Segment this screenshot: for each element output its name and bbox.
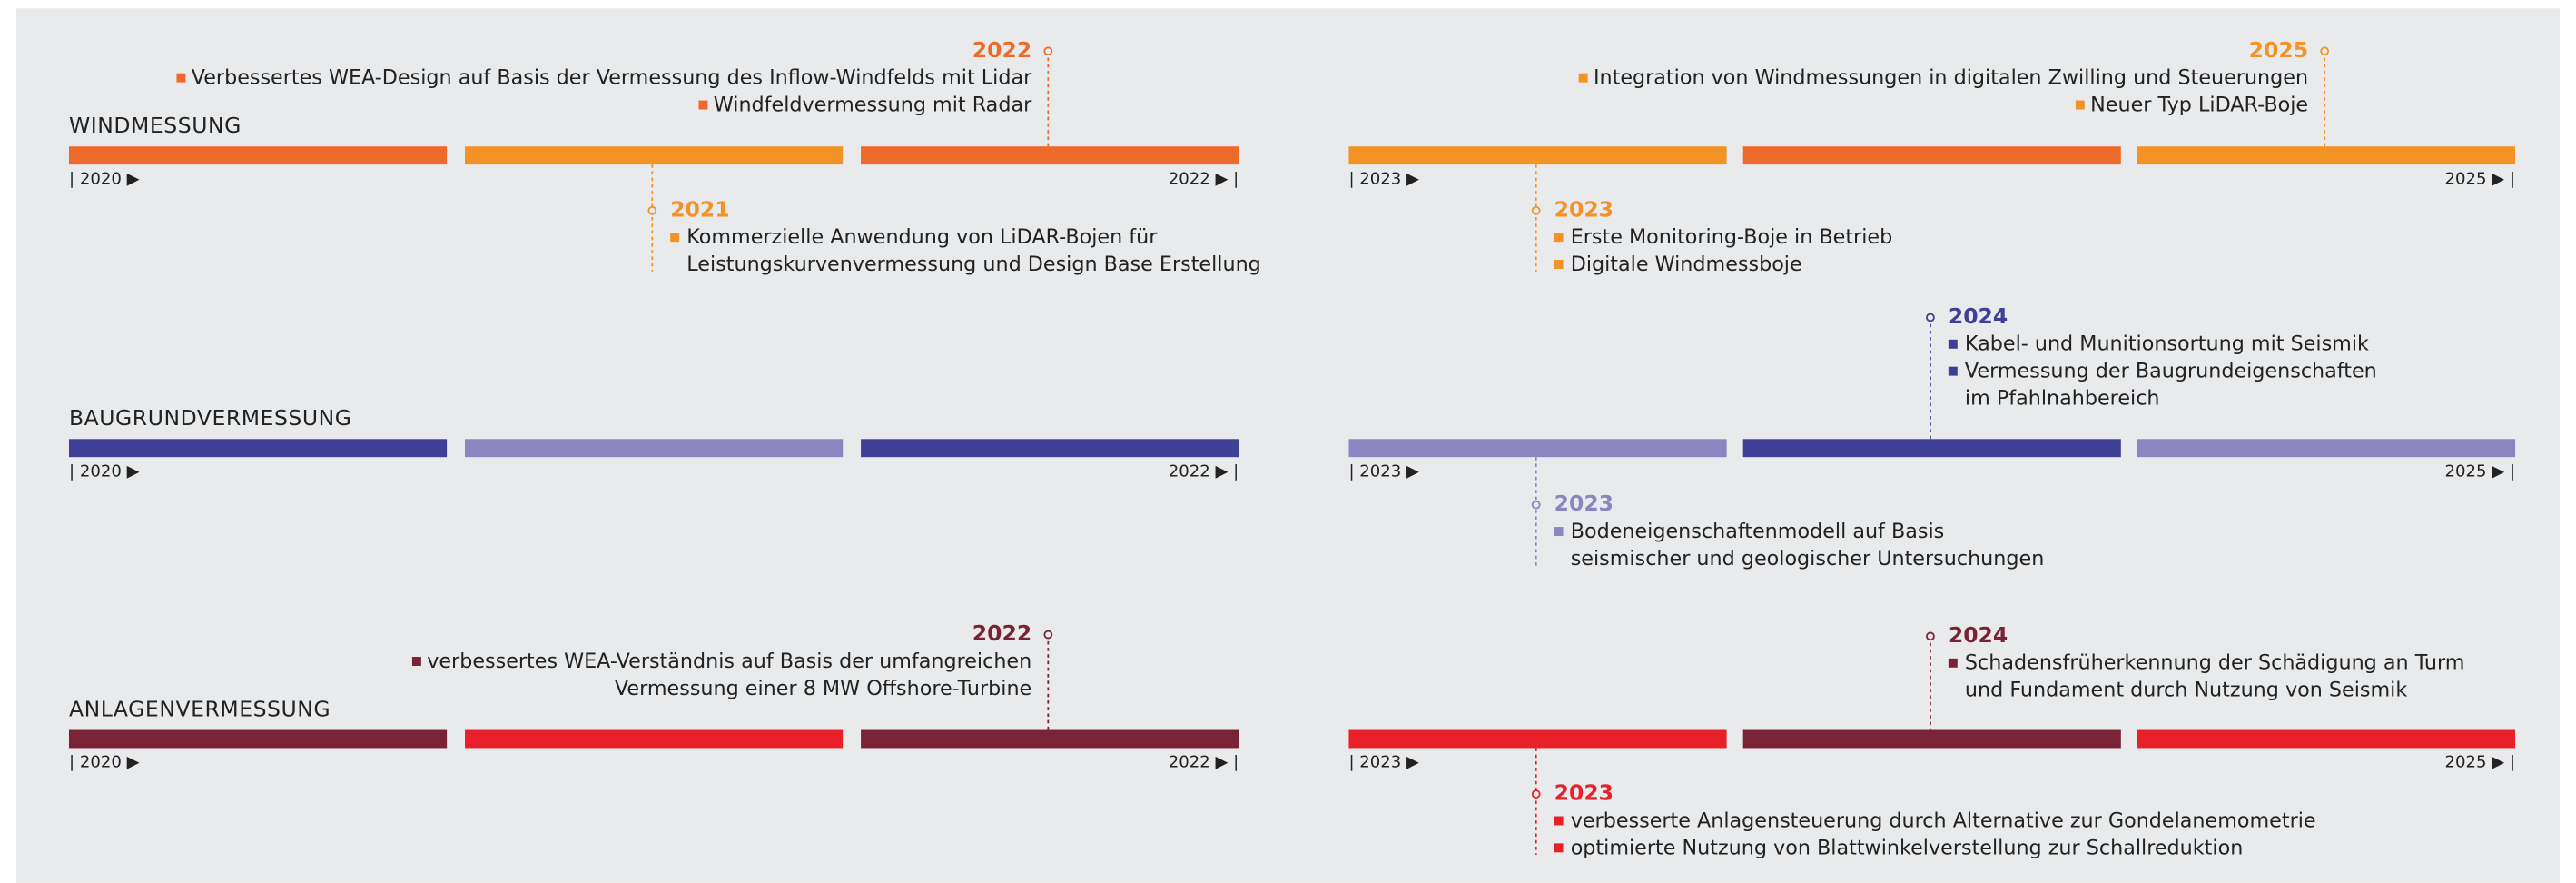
- bullet: [1554, 843, 1564, 853]
- bullet: [1948, 658, 1958, 668]
- event-year: 2022: [972, 620, 1031, 646]
- marker: [2320, 46, 2330, 56]
- timeline-end: 2025 ▶ |: [2445, 461, 2516, 481]
- event-text: Neuer Typ LiDAR-Boje: [2090, 93, 2308, 116]
- event-text: Vermessung einer 8 MW Offshore-Turbine: [615, 677, 1031, 700]
- timeline-end: 2022 ▶ |: [1169, 169, 1239, 188]
- bullet: [1578, 73, 1588, 83]
- timeline-bar: [2137, 729, 2516, 749]
- timeline-start: | 2020 ▶: [69, 753, 140, 772]
- timeline-bar: [1348, 729, 1727, 749]
- timeline-bar: [465, 729, 844, 749]
- timeline-end: 2025 ▶ |: [2445, 169, 2516, 188]
- section-title: WINDMESSUNG: [69, 113, 242, 138]
- event-text: Bodeneigenschaftenmodell auf Basis: [1571, 520, 1945, 543]
- timeline-bar: [1348, 146, 1727, 165]
- event-year: 2022: [972, 37, 1031, 63]
- bullet: [1554, 527, 1564, 537]
- event-text: Erste Monitoring-Boje in Betrieb: [1571, 225, 1893, 249]
- timeline-bar: [1742, 439, 2121, 458]
- timeline-start: | 2023 ▶: [1348, 753, 1419, 772]
- timeline-bar: [1742, 729, 2121, 749]
- marker: [1531, 205, 1541, 215]
- bullet: [1554, 260, 1564, 270]
- marker: [647, 205, 657, 215]
- event-year: 2023: [1554, 491, 1614, 516]
- timeline-bar: [2137, 146, 2516, 165]
- bullet: [1554, 233, 1564, 243]
- marker: [1926, 631, 1935, 641]
- bullet: [1948, 366, 1958, 376]
- event-text: verbesserte Anlagensteuerung durch Alter…: [1571, 809, 2316, 832]
- event-year: 2025: [2249, 37, 2308, 63]
- bullet: [1554, 816, 1564, 826]
- bullet: [2075, 100, 2085, 110]
- timeline-start: | 2023 ▶: [1348, 169, 1419, 188]
- timeline-end: 2022 ▶ |: [1169, 753, 1239, 772]
- event-year: 2023: [1554, 780, 1614, 806]
- marker: [1531, 789, 1541, 799]
- event-text: verbessertes WEA-Verständnis auf Basis d…: [427, 650, 1031, 673]
- timeline-start: | 2020 ▶: [69, 169, 140, 188]
- bullet: [698, 100, 708, 110]
- event-text: Windfeldvermessung mit Radar: [714, 93, 1032, 116]
- event-year: 2024: [1949, 622, 2008, 648]
- event-year: 2021: [670, 196, 729, 222]
- event-year: 2024: [1949, 303, 2008, 329]
- section-title: ANLAGENVERMESSUNG: [69, 696, 331, 721]
- timeline-bar: [861, 146, 1239, 165]
- event-text: Verbessertes WEA-Design auf Basis der Ve…: [192, 66, 1032, 90]
- event-text: Digitale Windmessboje: [1571, 253, 1802, 276]
- timeline-bar: [1742, 146, 2121, 165]
- event-text: Integration von Windmessungen in digital…: [1594, 66, 2308, 90]
- event-text: und Fundament durch Nutzung von Seismik: [1965, 679, 2407, 702]
- timeline-end: 2025 ▶ |: [2445, 753, 2516, 772]
- bullet: [670, 233, 680, 243]
- section-title: BAUGRUNDVERMESSUNG: [69, 405, 352, 431]
- event-text: Schadensfrüherkennung der Schädigung an …: [1965, 651, 2465, 675]
- marker: [1043, 46, 1053, 56]
- bullet: [1948, 339, 1958, 349]
- timeline-bar: [1348, 439, 1727, 458]
- marker: [1531, 500, 1541, 510]
- timeline-bar: [68, 439, 448, 458]
- timeline-end: 2022 ▶ |: [1169, 461, 1239, 481]
- bullet: [176, 73, 186, 83]
- timeline-bar: [861, 729, 1239, 749]
- event-text: Kabel- und Munitionsortung mit Seismik: [1965, 332, 2369, 356]
- marker: [1926, 313, 1935, 322]
- timeline-bar: [2137, 439, 2516, 458]
- event-text: optimierte Nutzung von Blattwinkelverste…: [1571, 836, 2244, 859]
- timeline-bar: [465, 439, 844, 458]
- event-text: Kommerzielle Anwendung von LiDAR-Bojen f…: [686, 225, 1158, 249]
- event-text: Leistungskurvenvermessung und Design Bas…: [686, 253, 1261, 276]
- marker: [1043, 630, 1053, 640]
- timeline-start: | 2020 ▶: [69, 461, 140, 481]
- event-text: Vermessung der Baugrundeigenschaften: [1965, 360, 2377, 383]
- timeline-start: | 2023 ▶: [1348, 461, 1419, 481]
- event-text: im Pfahlnahbereich: [1965, 386, 2160, 410]
- timeline-bar: [861, 439, 1239, 458]
- timeline-bar: [68, 729, 448, 749]
- timeline-bar: [465, 146, 844, 165]
- event-text: seismischer und geologischer Untersuchun…: [1571, 547, 2045, 570]
- bullet: [411, 657, 421, 666]
- timeline-bar: [68, 146, 448, 165]
- event-year: 2023: [1554, 196, 1614, 222]
